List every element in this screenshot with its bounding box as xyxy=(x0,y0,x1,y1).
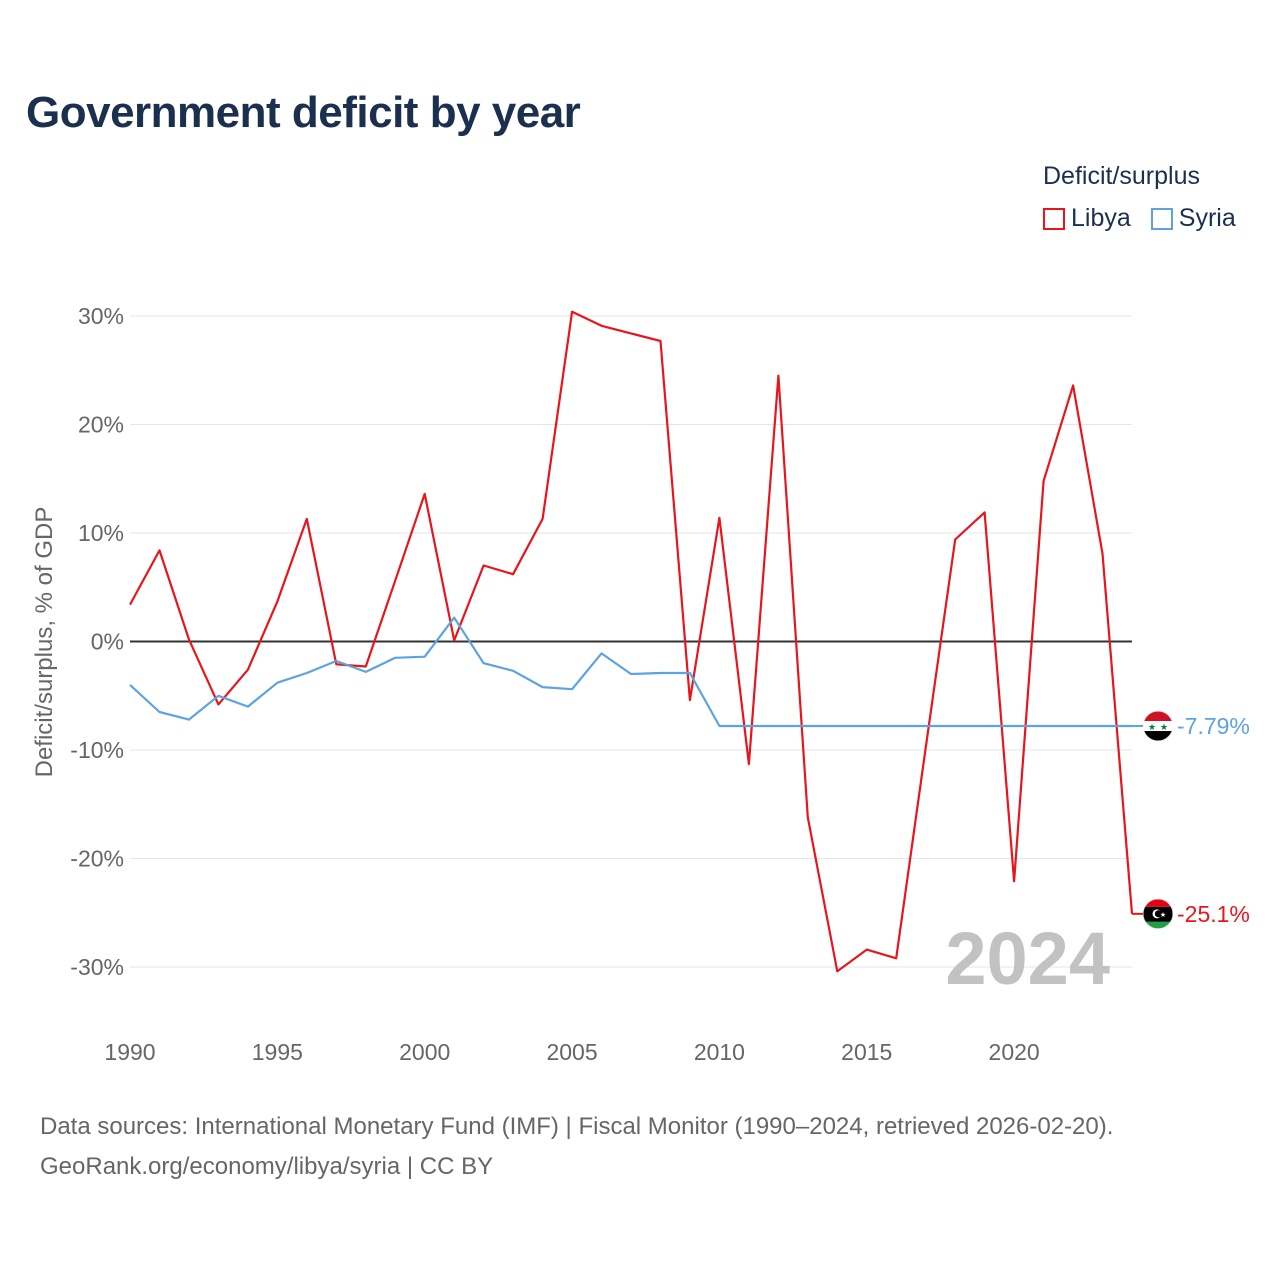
flag-icon-libya: ★ xyxy=(1143,898,1173,929)
x-tick-label-2020: 2020 xyxy=(989,1039,1040,1065)
legend-swatch-libya xyxy=(1043,207,1065,230)
x-tick-label-2005: 2005 xyxy=(546,1039,597,1065)
y-tick-label-30: 30% xyxy=(78,303,124,329)
x-tick-label-1990: 1990 xyxy=(104,1039,155,1065)
flag-star: ★ xyxy=(1160,723,1168,733)
flag-stripe-white xyxy=(1143,721,1173,732)
flag-stripe-red xyxy=(1143,711,1173,722)
end-label-syria: -7.79% xyxy=(1177,713,1250,739)
y-axis-label: Deficit/surplus, % of GDP xyxy=(31,507,58,778)
y-tick-label-30: -30% xyxy=(70,954,124,980)
series-line-libya xyxy=(129,310,1134,973)
legend-item-syria[interactable]: Syria xyxy=(1150,204,1236,233)
legend-label-syria: Syria xyxy=(1178,204,1236,232)
series-line-syria xyxy=(129,616,1132,728)
end-label-libya: -25.1% xyxy=(1177,901,1250,927)
flag-star: ★ xyxy=(1148,723,1156,733)
series-end-markers: ★ -25.1%★ ★ -7.79% xyxy=(1132,711,1250,929)
x-tick-label-2010: 2010 xyxy=(694,1039,745,1065)
legend-item-libya[interactable]: Libya xyxy=(1043,204,1131,233)
footer-sources: Data sources: International Monetary Fun… xyxy=(40,1113,1114,1140)
flag-stripe-red xyxy=(1143,898,1173,907)
legend-swatch-syria xyxy=(1150,207,1173,230)
legend-title: Deficit/surplus xyxy=(1043,162,1200,190)
y-tick-label-10: 10% xyxy=(78,520,124,546)
y-tick-label-10: -10% xyxy=(70,737,124,763)
y-axis-ticks: 30% 20% 10% 0% -10% -20% -30% xyxy=(70,303,124,980)
footer: Data sources: International Monetary Fun… xyxy=(40,1107,1113,1187)
flag-stripe-green xyxy=(1143,921,1173,929)
chart-title: Government deficit by year xyxy=(26,88,581,137)
gridlines xyxy=(130,315,1132,968)
y-tick-label-20: -20% xyxy=(70,846,124,872)
legend: Libya Syria xyxy=(1043,204,1256,233)
flag-icon-syria: ★ ★ xyxy=(1143,711,1173,742)
legend-label-libya: Libya xyxy=(1071,204,1131,232)
series-lines xyxy=(129,310,1134,973)
y-tick-label-0: 0% xyxy=(91,629,124,655)
year-watermark: 2024 xyxy=(945,917,1110,1000)
x-tick-label-2000: 2000 xyxy=(399,1039,450,1065)
flag-stripe-black xyxy=(1143,731,1173,742)
footer-credit: GeoRank.org/economy/libya/syria | CC BY xyxy=(40,1153,494,1180)
y-tick-label-20: 20% xyxy=(78,412,124,438)
flag-star: ★ xyxy=(1160,911,1166,919)
flag-crescent-cut xyxy=(1154,910,1163,918)
x-axis-ticks: 1990 1995 2000 2005 2010 2015 2020 xyxy=(104,1039,1039,1065)
x-tick-label-2015: 2015 xyxy=(841,1039,892,1065)
line-chart: 30% 20% 10% 0% -10% -20% -30% 1990 1995 2000 2005… xyxy=(31,303,1250,1065)
x-tick-label-1995: 1995 xyxy=(252,1039,303,1065)
